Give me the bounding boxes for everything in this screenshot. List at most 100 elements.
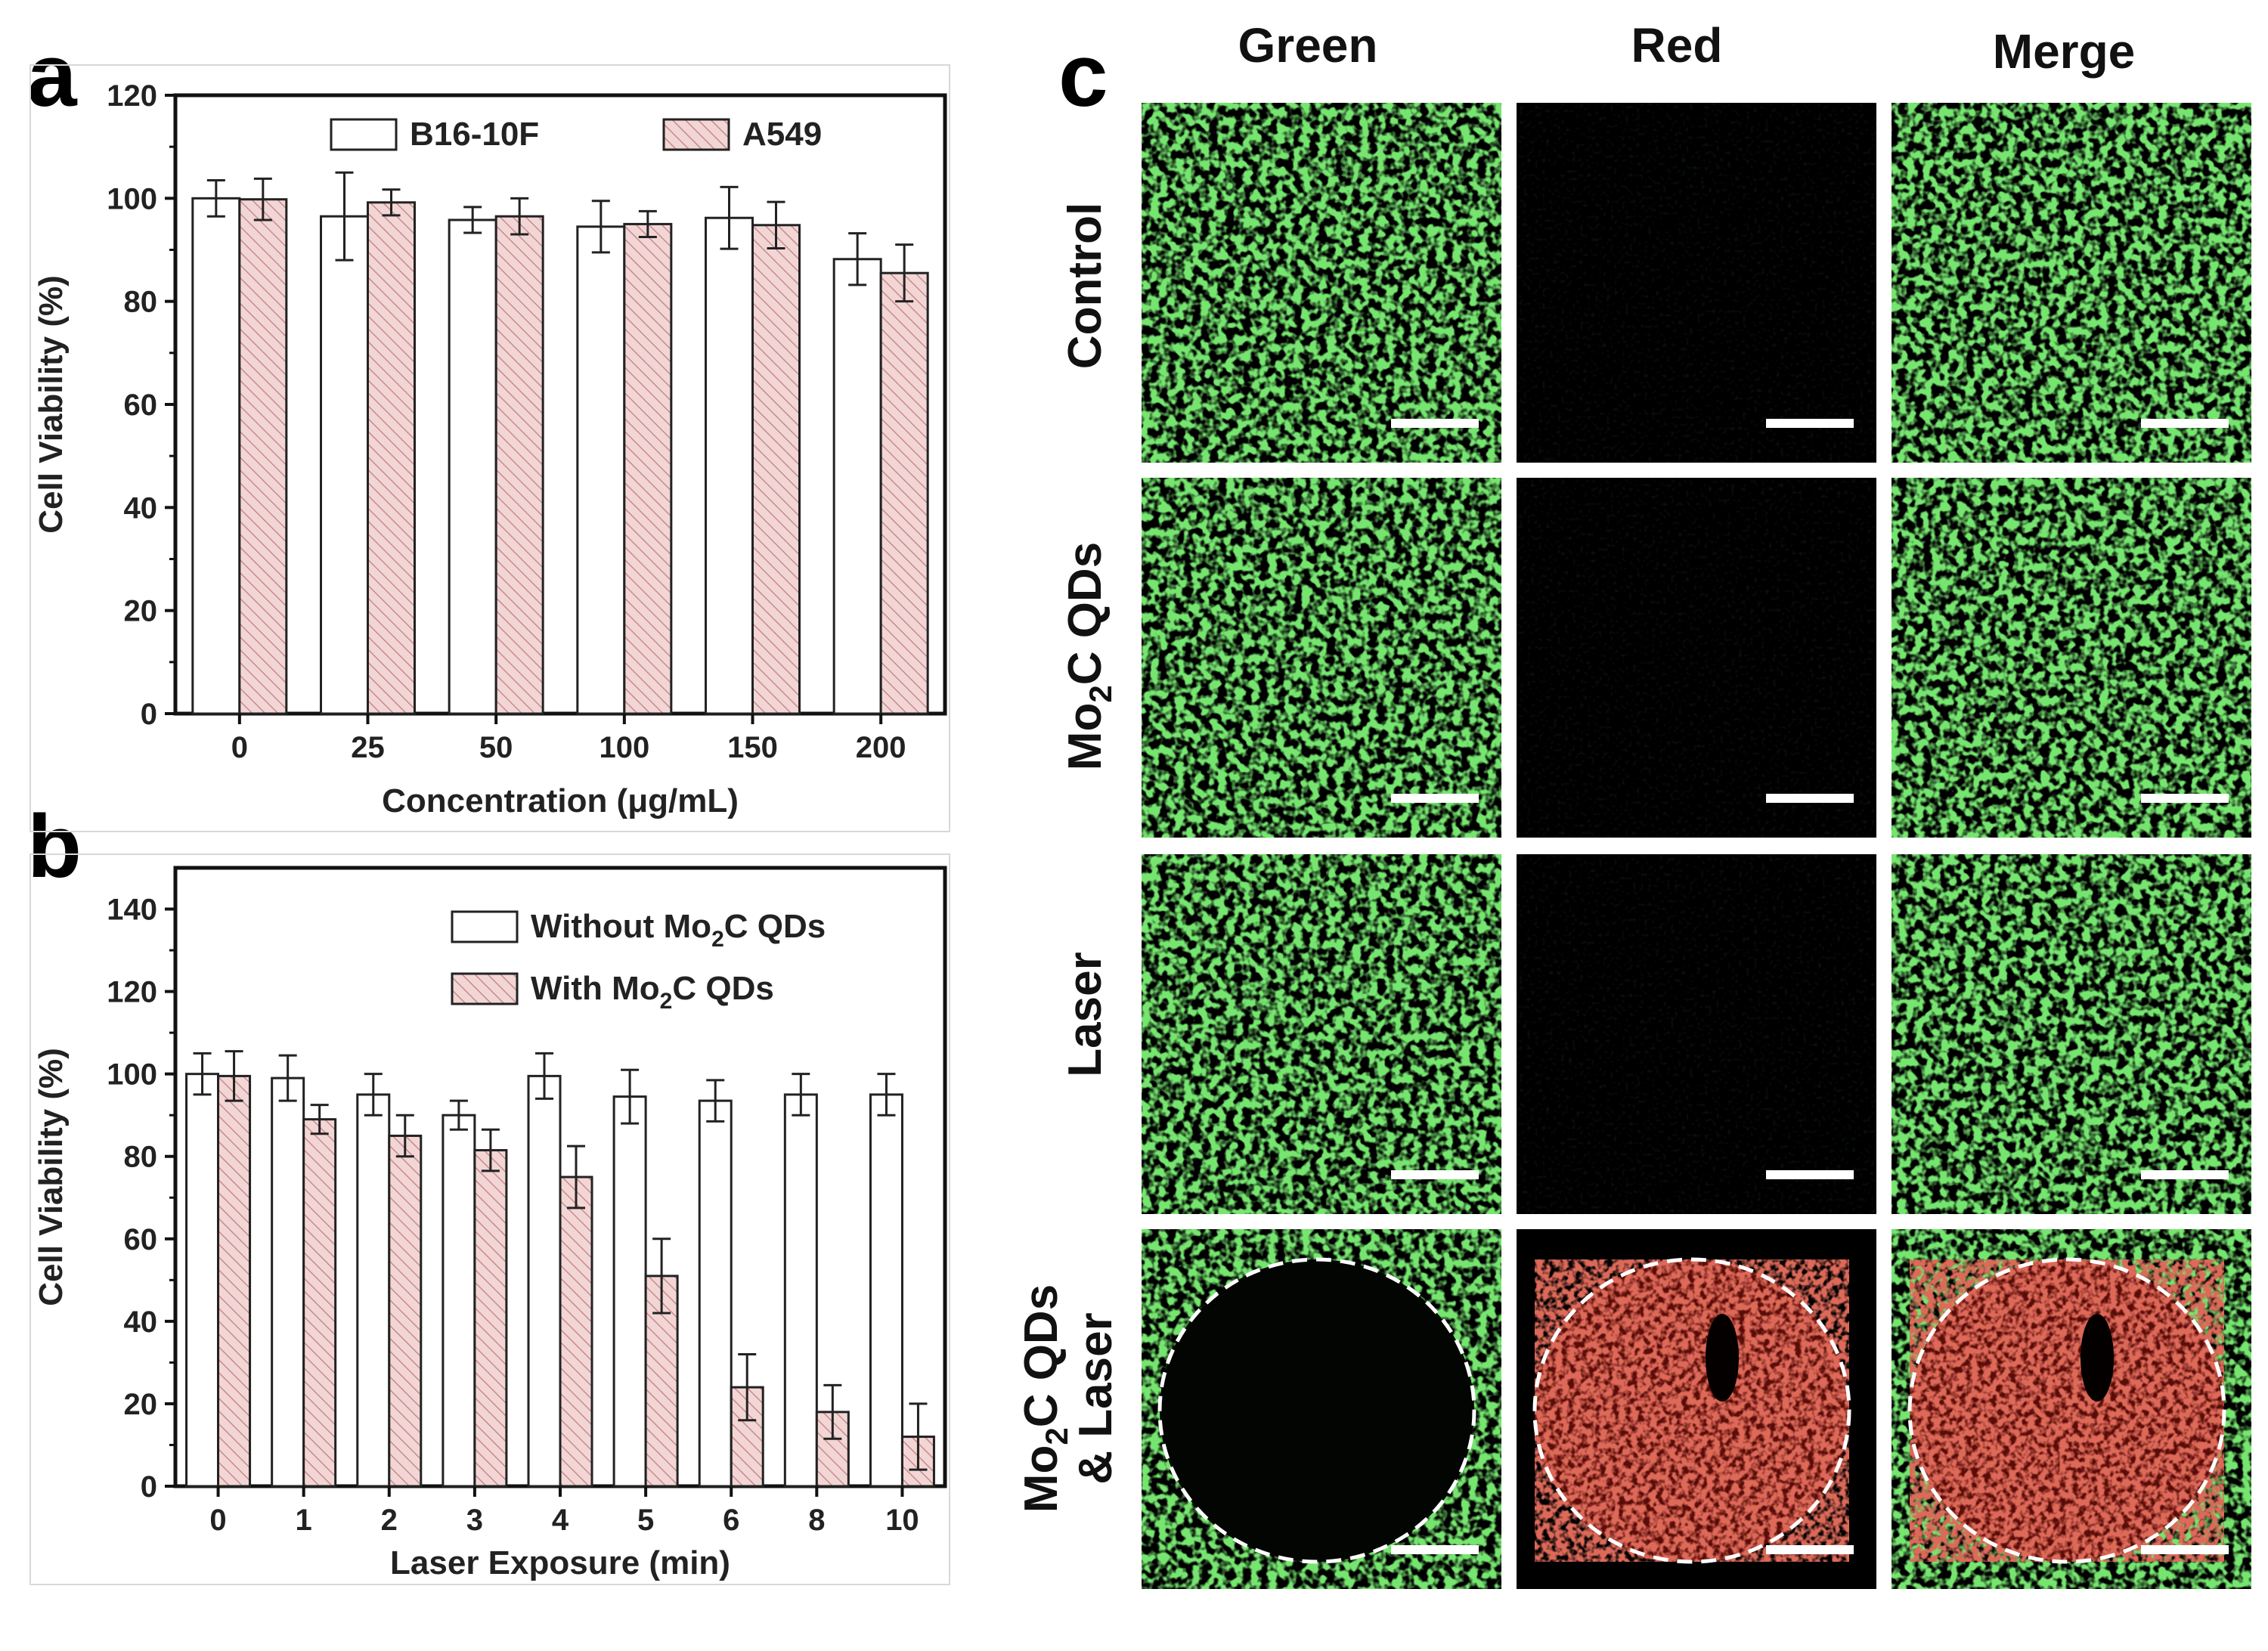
column-header-red: Red <box>1631 18 1723 73</box>
bar-series1-8 <box>783 1093 818 1488</box>
row-header-mo2c-laser-line2: & Laser <box>1070 1312 1122 1484</box>
bar-series1-150 <box>705 216 754 715</box>
bar-series1-25 <box>320 215 369 715</box>
bar-series2-3 <box>473 1149 508 1488</box>
bar-series2-1 <box>302 1118 337 1488</box>
y-tick-label: 60 <box>124 389 158 422</box>
irradiation-zone-outline <box>1157 1257 1476 1564</box>
legend-swatch-a549 <box>662 118 730 151</box>
micrograph-mo2c-laser-merge <box>1892 1229 2251 1589</box>
x-tick-label: 3 <box>466 1504 483 1537</box>
x-tick-label: 1 <box>296 1504 312 1537</box>
bar-series2-8 <box>815 1411 850 1488</box>
scale-bar <box>1391 1545 1479 1554</box>
x-tick-label: 25 <box>351 731 385 764</box>
bar-series2-100 <box>623 222 673 715</box>
panel-label-a: a <box>27 26 78 125</box>
row-header-laser: Laser <box>1059 952 1111 1076</box>
panel-label-b: b <box>27 797 82 897</box>
bar-series1-5 <box>612 1095 647 1488</box>
bar-series1-0 <box>185 1073 220 1488</box>
bar-series1-200 <box>832 258 882 715</box>
irradiation-zone-outline <box>1907 1257 2226 1564</box>
scale-bar <box>2141 1545 2229 1554</box>
x-tick-label: 2 <box>381 1504 398 1537</box>
plot-frame-a <box>173 93 947 716</box>
y-tick-label: 60 <box>124 1223 158 1256</box>
micrograph-mo2c-laser-green <box>1142 1229 1501 1589</box>
legend-label-a549: A549 <box>742 116 822 153</box>
irradiation-zone-outline <box>1532 1257 1851 1564</box>
y-tick-label: 0 <box>141 698 157 731</box>
row-header-mo2c: Mo2C QDs <box>1059 542 1118 770</box>
micrograph-grid <box>1142 103 2251 1589</box>
bar-series1-2 <box>356 1093 391 1488</box>
legend-swatch-with <box>451 972 519 1005</box>
column-header-green: Green <box>1238 18 1378 73</box>
scale-bar <box>1391 419 1479 428</box>
bar-series1-6 <box>698 1099 733 1488</box>
legend-swatch-without <box>451 910 519 943</box>
x-tick-label: 50 <box>479 731 513 764</box>
y-tick-label: 40 <box>124 1306 158 1339</box>
scale-bar <box>2141 419 2229 428</box>
scale-bar <box>1766 1545 1854 1554</box>
y-axis-title: Cell Viability (%) <box>33 275 70 534</box>
x-tick-label: 0 <box>209 1504 226 1537</box>
micrograph-mo2c-red <box>1517 478 1876 838</box>
micrograph-laser-red <box>1517 854 1876 1214</box>
bar-series2-25 <box>367 201 416 715</box>
y-axis-title: Cell Viability (%) <box>33 1048 70 1306</box>
y-tick-label: 100 <box>107 1058 157 1092</box>
column-header-merge: Merge <box>1993 24 2136 79</box>
row-header-control: Control <box>1059 203 1111 369</box>
bar-series1-100 <box>576 225 626 715</box>
scale-bar <box>1391 794 1479 803</box>
bar-series2-0 <box>238 198 288 715</box>
x-tick-label: 0 <box>231 731 248 764</box>
x-tick-label: 6 <box>723 1504 739 1537</box>
micrograph-control-green <box>1142 103 1501 463</box>
legend-a: B16-10F A549 <box>330 116 822 153</box>
micrograph-control-merge <box>1892 103 2251 463</box>
x-tick-label: 8 <box>808 1504 825 1537</box>
y-tick-label: 80 <box>124 1141 158 1174</box>
panel-label-c: c <box>1058 26 1108 125</box>
micrograph-mo2c-green <box>1142 478 1501 838</box>
panel-a-frame <box>29 64 950 832</box>
bar-series2-50 <box>494 215 544 715</box>
micrograph-laser-merge <box>1892 854 2251 1214</box>
scale-bar <box>1766 794 1854 803</box>
y-tick-label: 120 <box>107 79 157 113</box>
bar-series1-4 <box>527 1074 562 1488</box>
scale-bar <box>1766 1170 1854 1179</box>
legend-b: Without Mo2C QDs With Mo2C QDs <box>451 908 826 1014</box>
x-tick-label: 200 <box>856 731 906 764</box>
chart-b: 0 20 40 60 80 100 120 140 0 1 2 3 4 5 6 8 10 Laser Exposu… <box>33 866 947 1581</box>
y-tick-label: 100 <box>107 182 157 215</box>
scale-bar <box>2141 1170 2229 1179</box>
scale-bar <box>2141 794 2229 803</box>
y-tick-label: 140 <box>107 894 157 927</box>
bar-series1-3 <box>442 1114 476 1488</box>
micrograph-control-red <box>1517 103 1876 463</box>
legend-label-b16: B16-10F <box>410 116 539 153</box>
bar-series1-50 <box>448 218 497 715</box>
bar-series1-1 <box>271 1076 305 1488</box>
x-axis-title: Concentration (μg/mL) <box>382 782 739 819</box>
legend-label-without: Without Mo2C QDs <box>531 908 826 952</box>
y-tick-label: 40 <box>124 491 158 525</box>
bar-series1-0 <box>191 197 241 715</box>
bar-series2-4 <box>559 1176 593 1488</box>
y-tick-label: 20 <box>124 595 158 628</box>
bar-series2-150 <box>751 224 801 715</box>
x-tick-label: 10 <box>885 1504 919 1537</box>
chart-a: 0 20 40 60 80 100 120 0 25 50 100 150 200 Concentrati… <box>33 79 947 819</box>
bar-series2-200 <box>879 271 929 715</box>
micrograph-mo2c-laser-red <box>1517 1229 1876 1589</box>
micrograph-mo2c-merge <box>1892 478 2251 838</box>
x-tick-label: 5 <box>637 1504 654 1537</box>
legend-swatch-b16 <box>330 118 398 151</box>
scale-bar <box>1391 1170 1479 1179</box>
